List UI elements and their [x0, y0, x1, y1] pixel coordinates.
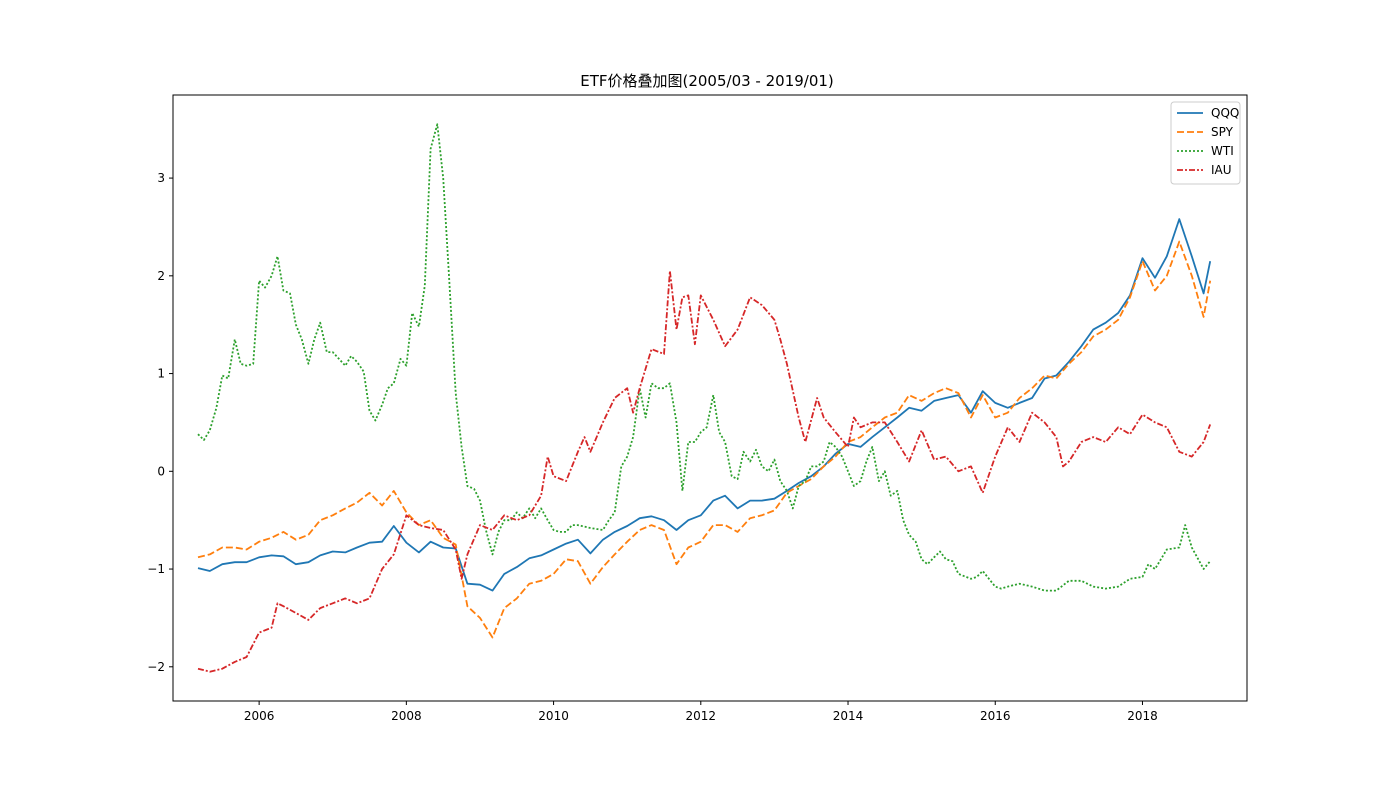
x-tick-label: 2014: [833, 709, 864, 723]
plot-area-frame: [172, 94, 1248, 702]
series-line-qqq: [197, 218, 1212, 592]
y-tick-label: 0: [157, 464, 165, 478]
y-tick-label: −1: [147, 562, 165, 576]
series-layer: [197, 123, 1212, 673]
y-tick-label: 3: [157, 171, 165, 185]
series-line-wti: [197, 123, 1211, 592]
y-tick-label: 2: [157, 269, 165, 283]
legend: QQQ SPY WTI IAU: [1170, 101, 1241, 185]
legend-label-qqq: QQQ: [1211, 106, 1239, 120]
x-tick-label: 2018: [1127, 709, 1158, 723]
series-line-spy: [197, 240, 1212, 639]
x-axis: 2006 2008 2010 2012 2014 2016 2018: [244, 701, 1158, 723]
x-tick-label: 2010: [538, 709, 569, 723]
y-tick-label: −2: [147, 660, 165, 674]
legend-label-wti: WTI: [1211, 144, 1234, 158]
legend-label-iau: IAU: [1211, 163, 1232, 177]
legend-label-spy: SPY: [1211, 125, 1234, 139]
y-tick-label: 1: [157, 367, 165, 381]
y-axis: −2 −1 0 1 2 3: [147, 171, 173, 674]
x-tick-label: 2006: [244, 709, 275, 723]
series-line-iau: [197, 270, 1212, 673]
chart-title: ETF价格叠加图(2005/03 - 2019/01): [580, 72, 834, 90]
legend-box: [1170, 101, 1241, 185]
x-tick-label: 2012: [686, 709, 717, 723]
x-tick-label: 2016: [980, 709, 1011, 723]
x-tick-label: 2008: [391, 709, 422, 723]
